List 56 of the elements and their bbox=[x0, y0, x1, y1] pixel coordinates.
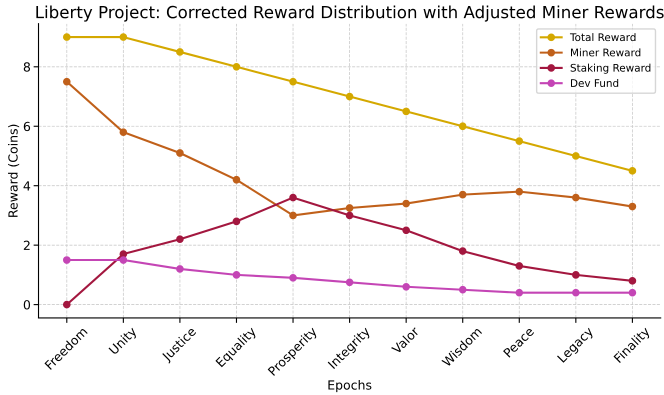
point bbox=[232, 62, 240, 71]
point bbox=[402, 282, 410, 291]
point bbox=[628, 277, 636, 285]
legend-label: Total Reward bbox=[570, 33, 636, 42]
point bbox=[62, 33, 71, 41]
y-axis-title: Reward (Coins) bbox=[8, 124, 20, 217]
point bbox=[515, 262, 524, 270]
point bbox=[176, 235, 184, 244]
point bbox=[458, 190, 467, 198]
y-tick-label: 4 bbox=[24, 181, 30, 190]
point bbox=[346, 204, 354, 212]
point bbox=[402, 200, 410, 208]
point bbox=[572, 271, 580, 279]
point bbox=[62, 78, 71, 86]
point bbox=[62, 300, 71, 308]
point bbox=[572, 194, 580, 202]
point bbox=[458, 247, 467, 255]
x-axis-title: Epochs bbox=[328, 380, 372, 392]
y-tick-label: 2 bbox=[24, 240, 30, 250]
point bbox=[289, 78, 297, 86]
point bbox=[458, 286, 467, 294]
point bbox=[289, 212, 297, 220]
point bbox=[628, 202, 636, 210]
point bbox=[232, 176, 240, 184]
point bbox=[346, 278, 354, 286]
chart-title: Liberty Project: Corrected Reward Distribution with Adjusted Miner Rewards bbox=[36, 5, 664, 22]
legend-label: Dev Fund bbox=[571, 78, 618, 88]
point bbox=[120, 33, 128, 41]
point bbox=[515, 137, 524, 145]
legend-label: Staking Reward bbox=[570, 64, 650, 74]
point bbox=[402, 108, 410, 116]
point bbox=[232, 218, 240, 226]
point bbox=[62, 256, 71, 264]
point bbox=[346, 92, 354, 100]
point bbox=[232, 271, 240, 279]
point bbox=[572, 288, 580, 297]
y-tick-label: 8 bbox=[24, 62, 30, 72]
point bbox=[402, 226, 410, 234]
point bbox=[176, 265, 184, 273]
point bbox=[628, 167, 636, 175]
point bbox=[515, 188, 524, 196]
point bbox=[515, 288, 524, 297]
point bbox=[289, 274, 297, 282]
y-tick-label: 0 bbox=[24, 300, 30, 310]
point bbox=[120, 250, 128, 258]
point bbox=[289, 194, 297, 202]
point bbox=[458, 122, 467, 130]
point bbox=[176, 48, 184, 56]
point bbox=[572, 152, 580, 160]
point bbox=[120, 128, 128, 136]
point bbox=[346, 212, 354, 220]
point bbox=[120, 256, 128, 264]
legend-label: Miner Reward bbox=[571, 48, 640, 56]
point bbox=[628, 288, 636, 297]
y-tick-label: 6 bbox=[24, 122, 30, 132]
point bbox=[176, 149, 184, 157]
